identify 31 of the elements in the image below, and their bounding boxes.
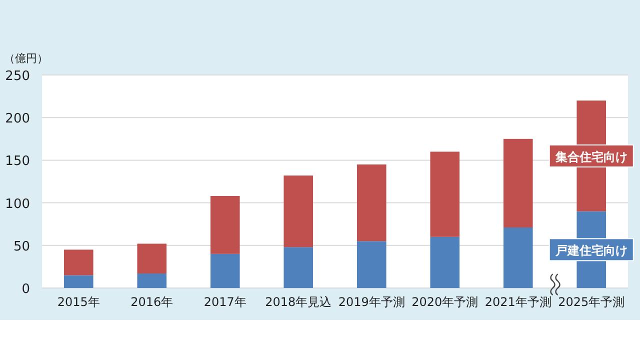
x-tick-label: 2018年見込	[265, 295, 332, 309]
bar	[64, 250, 94, 276]
y-tick-label: 50	[13, 239, 30, 254]
bar	[210, 254, 240, 288]
bar	[430, 236, 460, 288]
y-tick-label: 100	[5, 196, 30, 212]
bar	[284, 176, 314, 248]
x-tick-label: 2015年	[57, 295, 100, 309]
x-tick-label: 2025年予測	[558, 295, 625, 309]
bar	[356, 164, 386, 242]
x-tick-label: 2021年予測	[484, 295, 552, 309]
x-tick-label: 2020年予測	[412, 295, 478, 309]
bar	[137, 274, 167, 288]
x-tick-label: 2019年予測	[338, 295, 405, 309]
bar	[64, 275, 94, 288]
bar	[503, 228, 533, 288]
bar	[137, 244, 167, 274]
bar	[356, 241, 386, 288]
y-tick-label: 0	[22, 282, 30, 297]
y-tick-label: 150	[5, 154, 30, 170]
bar	[503, 138, 533, 228]
bar	[210, 196, 240, 254]
x-tick-label: 2017年	[204, 295, 246, 309]
series-label: 集合住宅向け	[554, 150, 628, 164]
y-tick-label: 250	[5, 69, 30, 84]
series-label: 戸建住宅向け	[554, 244, 628, 258]
bar	[284, 247, 314, 288]
y-tick-label: 200	[5, 112, 30, 127]
x-tick-label: 2016年	[130, 295, 174, 309]
bar	[430, 152, 460, 237]
y-axis-title: （億円）	[4, 52, 48, 65]
